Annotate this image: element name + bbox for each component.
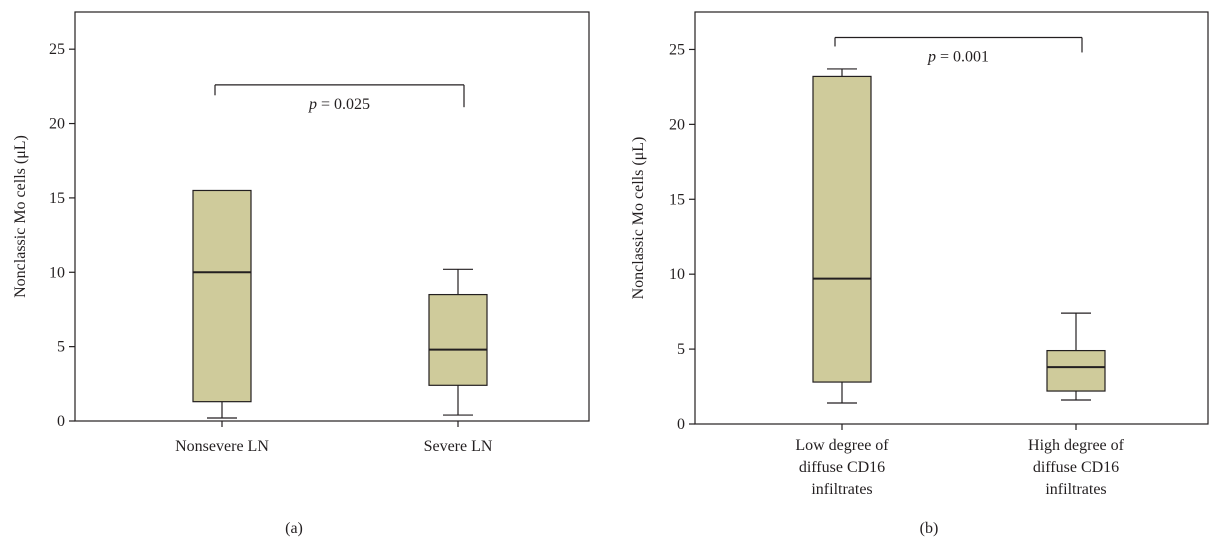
p-symbol: p xyxy=(927,48,936,65)
box-2 xyxy=(428,268,488,416)
p-value: = 0.001 xyxy=(936,48,989,65)
category-label: Low degree of diffuse CD16 infiltrates xyxy=(795,437,889,498)
p-symbol: p xyxy=(308,96,317,113)
iqr-box xyxy=(428,293,488,386)
y-tick-label: 10 xyxy=(49,264,65,281)
box-2 xyxy=(1046,312,1106,401)
chart-panel-b: 0 5 10 15 20 25 Nonclassic Mo cells (μL) Low de… xyxy=(630,11,1209,537)
y-axis-title: Nonclassic Mo cells (μL) xyxy=(12,135,29,298)
category-label-line: infiltrates xyxy=(1045,481,1106,498)
panel-label: (a) xyxy=(285,520,303,537)
category-label-line: diffuse CD16 xyxy=(1033,459,1119,476)
category-label-line: diffuse CD16 xyxy=(799,459,885,476)
p-value-label: p = 0.001 xyxy=(927,48,989,65)
category-label-line: High degree of xyxy=(1028,437,1125,454)
y-tick-label: 20 xyxy=(669,116,685,133)
y-tick-label: 15 xyxy=(669,191,685,208)
y-tick-label: 10 xyxy=(669,266,685,283)
y-tick-label: 0 xyxy=(677,416,685,433)
plot-frame xyxy=(694,11,1209,425)
category-label-line: infiltrates xyxy=(811,481,872,498)
category-label-line: Nonsevere LN xyxy=(175,438,269,455)
y-axis-title: Nonclassic Mo cells (μL) xyxy=(630,137,647,300)
category-label: Severe LN xyxy=(424,438,493,455)
category-label: Nonsevere LN xyxy=(175,438,269,455)
iqr-box xyxy=(192,189,252,403)
significance-bracket: p = 0.025 xyxy=(214,84,465,113)
y-tick-label: 20 xyxy=(49,116,65,133)
p-value: = 0.025 xyxy=(317,96,370,113)
y-tick-label: 25 xyxy=(49,41,65,58)
y-tick-label: 0 xyxy=(57,413,65,430)
p-value-label: p = 0.025 xyxy=(308,96,370,113)
y-tick-label: 15 xyxy=(49,190,65,207)
box-1 xyxy=(192,189,252,419)
category-label: High degree of diffuse CD16 infiltrates xyxy=(1028,437,1125,498)
iqr-box xyxy=(812,75,872,383)
plot-frame xyxy=(74,11,590,422)
category-label-line: Severe LN xyxy=(424,438,493,455)
y-tick-label: 5 xyxy=(57,339,65,356)
panel-label: (b) xyxy=(920,520,939,537)
y-tick-label: 25 xyxy=(669,41,685,58)
box-1 xyxy=(812,68,872,404)
y-tick-label: 5 xyxy=(677,341,685,358)
significance-bracket: p = 0.001 xyxy=(834,36,1083,65)
iqr-box xyxy=(1046,349,1106,392)
chart-panel-a: 0 5 10 15 20 25 Nonclassic Mo cells (μL) Nonsev… xyxy=(12,11,590,537)
category-label-line: Low degree of xyxy=(795,437,889,454)
